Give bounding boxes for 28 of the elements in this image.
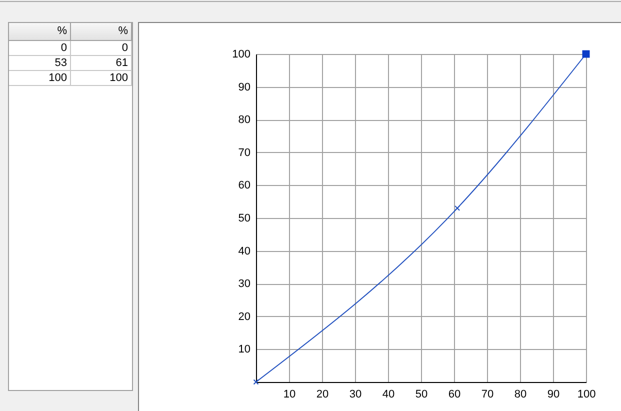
x-tick-label: 20	[316, 388, 329, 400]
y-tick-label: 90	[238, 81, 250, 94]
x-tick-label: 60	[448, 388, 461, 400]
y-tick-label: 20	[238, 310, 250, 323]
y-tick-label: 40	[238, 245, 250, 258]
text: 0	[70, 40, 132, 55]
text: 100	[9, 70, 70, 85]
y-tick-label: 50	[238, 212, 250, 224]
x-tick-label: 80	[514, 388, 527, 400]
text: %	[70, 23, 132, 40]
x-tick-label: 30	[349, 388, 362, 400]
text: 100	[70, 70, 132, 85]
y-tick-label: 10	[238, 344, 250, 356]
text: 0	[9, 40, 70, 55]
text: %	[9, 23, 70, 40]
x-tick-label: 10	[283, 388, 296, 400]
x-tick-label: 70	[481, 388, 494, 400]
x-tick-label: 40	[382, 388, 395, 400]
y-tick-label: 60	[238, 180, 250, 192]
y-tick-label: 100	[232, 48, 250, 60]
text: 61	[70, 55, 132, 70]
x-tick-label: 90	[547, 388, 560, 400]
y-tick-label: 30	[238, 278, 250, 290]
y-tick-label: 70	[238, 146, 250, 159]
y-tick-label: 80	[238, 114, 250, 126]
text: 53	[9, 55, 70, 70]
x-tick-label: 100	[577, 388, 596, 400]
x-tick-label: 50	[415, 388, 428, 400]
